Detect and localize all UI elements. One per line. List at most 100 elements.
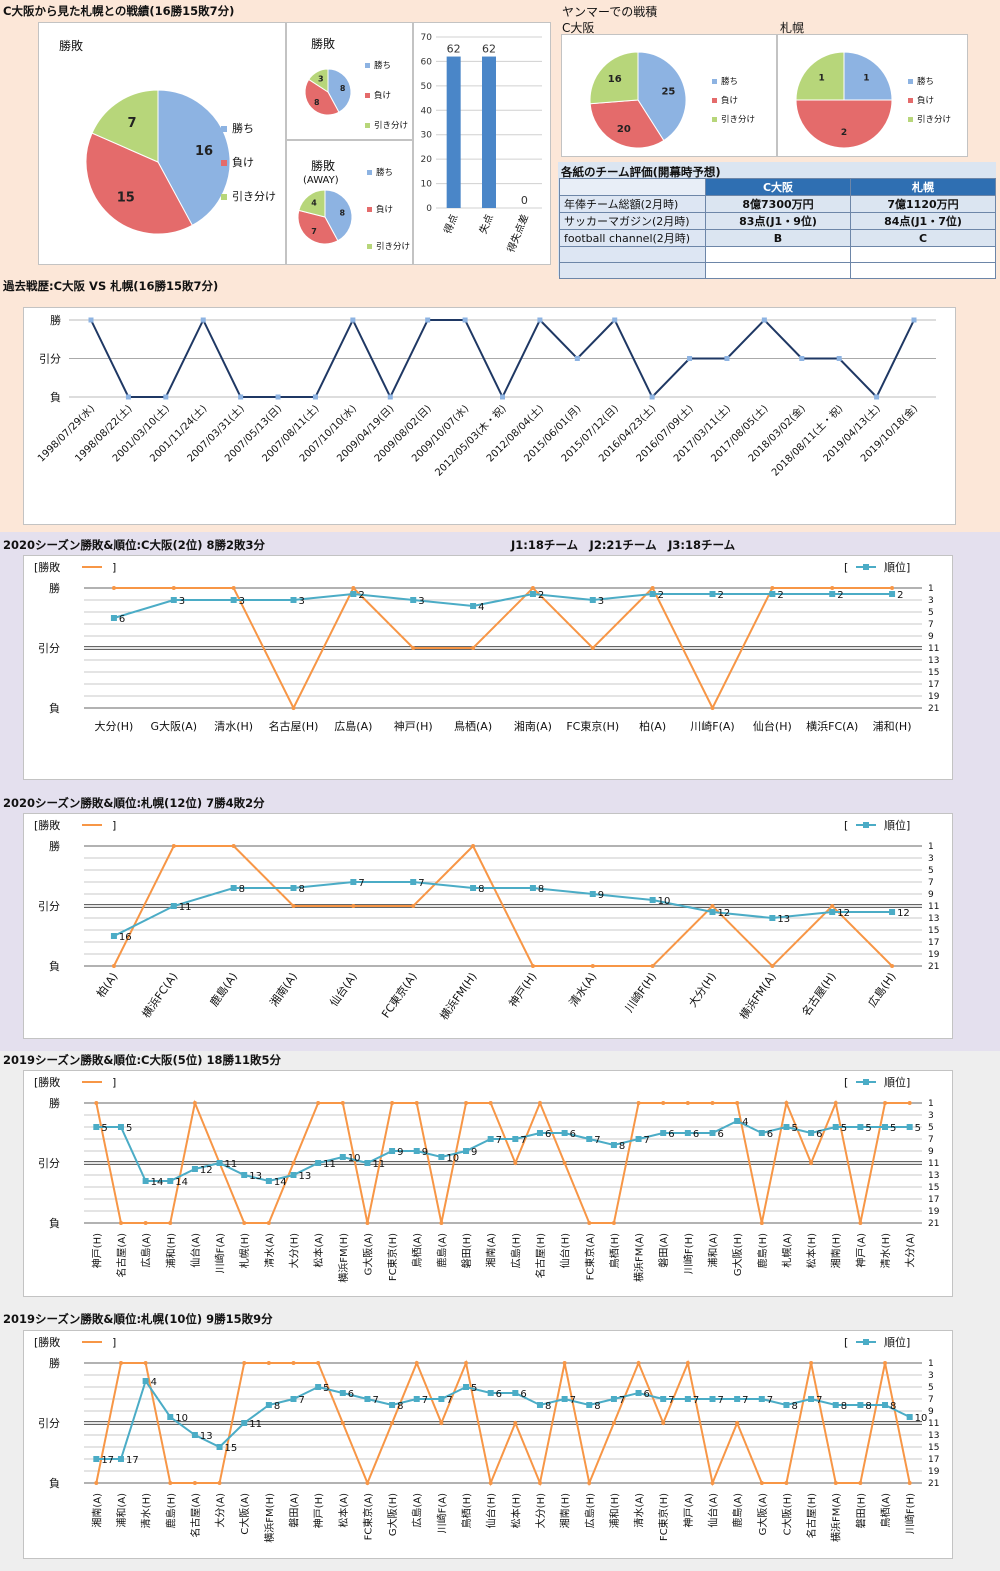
x-axis-label: 磐田(H) [854, 1493, 867, 1528]
result-y-label: 負 [49, 702, 60, 715]
rank-data-label: 7 [496, 1135, 502, 1146]
rank-point [684, 1396, 691, 1402]
result-point [414, 1101, 419, 1105]
result-point [830, 904, 835, 908]
x-axis-label: 鳥栖(A) [454, 719, 492, 733]
result-point [833, 1481, 838, 1485]
rank-data-label: 7 [619, 1395, 625, 1406]
pie-data-label: 1 [818, 74, 824, 84]
pie-slice [843, 51, 893, 101]
result-point [759, 1481, 764, 1485]
legend-win-swatch [221, 126, 227, 132]
table-cell: 83点(J1・9位) [705, 212, 851, 230]
result-point [291, 706, 296, 710]
result-point [291, 1161, 296, 1165]
rank-data-label: 3 [299, 596, 305, 607]
result-point [471, 844, 476, 848]
result-line [113, 586, 893, 711]
x-axis-label: 広島(H) [583, 1493, 596, 1528]
x-axis-label: 名古屋(A) [189, 1493, 202, 1538]
rank-data-label: 4 [478, 602, 484, 613]
x-axis-label: 浦和(A) [115, 1493, 128, 1528]
rank-point [857, 1402, 864, 1408]
pie-slice [298, 189, 326, 218]
history-point [125, 394, 131, 400]
rank-tick: 21 [928, 962, 939, 972]
x-axis-label: 鹿島(A) [435, 1233, 448, 1268]
rank-data-label: 11 [225, 1159, 238, 1170]
result-point [587, 1481, 592, 1485]
legend-result-label: [勝敗 [34, 1335, 60, 1349]
x-axis-label: 横浜FM(H) [263, 1493, 276, 1543]
rank-data-label: 5 [865, 1123, 871, 1134]
rank-data-label: 7 [418, 878, 424, 889]
x-axis-label: FC東京(H) [386, 1233, 399, 1281]
bar-x-label: 得点 [442, 213, 461, 236]
rank-data-label: 7 [446, 1395, 452, 1406]
rank-data-label: 7 [299, 1395, 305, 1406]
rank-data-label: 7 [520, 1135, 526, 1146]
history-point [163, 394, 169, 400]
bar-y-tick: 70 [421, 33, 433, 43]
rank-point [364, 1396, 371, 1402]
result-point [590, 964, 595, 968]
rank-data-label: 2 [538, 590, 544, 601]
x-axis-label: 清水(H) [214, 720, 253, 733]
legend-result-bracket: ] [112, 561, 116, 574]
rank-data-label: 8 [890, 1401, 896, 1412]
result-point [266, 1221, 271, 1225]
result-point [488, 1101, 493, 1105]
result-point [784, 1481, 789, 1485]
history-point [275, 394, 281, 400]
x-axis-label: 清水(A) [567, 970, 600, 1009]
rank-tick: 15 [928, 1183, 939, 1193]
rank-data-label: 11 [249, 1419, 262, 1430]
rank-data-label: 7 [693, 1395, 699, 1406]
result-point [111, 586, 116, 590]
result-point [118, 1361, 123, 1365]
history-point [425, 317, 431, 323]
rank-point [649, 591, 656, 597]
rank-data-label: 15 [225, 1443, 238, 1454]
history-title: 過去戦歴:C大阪 VS 札幌(16勝15敗7分) [3, 279, 219, 293]
rank-data-label: 5 [126, 1123, 132, 1134]
chart-2019-cosaka-title: 2019シーズン勝敗&順位:C大阪(5位) 18勝11敗5分 [3, 1053, 282, 1067]
pie-data-label: 8 [314, 98, 320, 107]
result-point [890, 964, 895, 968]
rank-point [783, 1124, 790, 1130]
result-point [858, 1221, 863, 1225]
result-point [168, 1481, 173, 1485]
legend-draw-swatch [712, 117, 717, 122]
rank-point [191, 1166, 198, 1172]
pie-slice [324, 189, 353, 242]
rank-point [829, 909, 836, 915]
legend-result-label: [勝敗 [34, 818, 60, 832]
x-axis-label: 湘南(H) [830, 1233, 843, 1268]
legend-draw-swatch [221, 194, 227, 200]
rank-point [230, 885, 237, 891]
x-axis-label: 大分(A) [214, 1493, 227, 1528]
result-point [530, 964, 535, 968]
pie-home-title: 勝敗 [311, 37, 336, 51]
x-axis-label: 大分(A) [904, 1233, 917, 1268]
rank-point [832, 1124, 839, 1130]
legend-rank-marker [863, 1079, 869, 1085]
rank-tick: 19 [928, 950, 940, 960]
rank-data-label: 5 [791, 1123, 797, 1134]
rank-point [470, 603, 477, 609]
rank-data-label: 14 [151, 1177, 164, 1188]
rank-data-label: 10 [915, 1413, 928, 1424]
rank-point [589, 597, 596, 603]
rank-data-label: 6 [816, 1129, 822, 1140]
x-axis-label: 鹿島(A) [731, 1493, 744, 1528]
x-axis-label: FC東京(H) [566, 719, 619, 733]
pie-slice [589, 99, 665, 149]
rank-point [561, 1396, 568, 1402]
rank-point [142, 1178, 149, 1184]
x-axis-label: 松本(H) [509, 1493, 522, 1528]
result-line [113, 844, 893, 968]
result-point [464, 1361, 469, 1365]
rank-data-label: 7 [594, 1135, 600, 1146]
result-point [217, 1481, 222, 1485]
result-point [587, 1221, 592, 1225]
